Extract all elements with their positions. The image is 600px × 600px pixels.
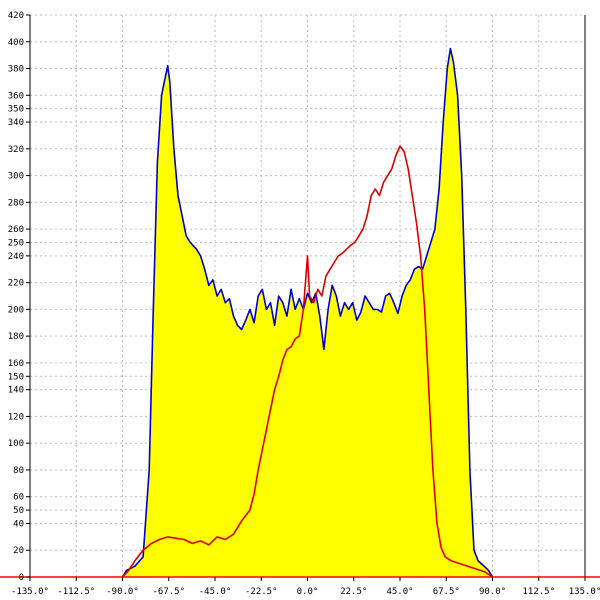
x-tick-label: -90.0° [106, 587, 139, 597]
y-tick-label: 120 [8, 412, 24, 422]
x-tick-label: 112.5° [522, 587, 555, 597]
y-tick-label: 40 [13, 519, 24, 529]
x-tick-label: -112.5° [57, 587, 95, 597]
chart-axes [0, 14, 600, 581]
x-tick-label: 0.0° [297, 587, 319, 597]
y-tick-label: 60 [13, 493, 24, 503]
x-tick-label: 45.0° [386, 587, 413, 597]
y-tick-label: 250 [8, 238, 24, 248]
y-tick-label: 260 [8, 225, 24, 235]
y-tick-label: 340 [8, 118, 24, 128]
x-tick-label: -135.0° [11, 587, 49, 597]
y-tick-label: 160 [8, 359, 24, 369]
y-tick-label: 200 [8, 305, 24, 315]
y-tick-label: 180 [8, 332, 24, 342]
y-tick-label: 300 [8, 172, 24, 182]
x-tick-label: 22.5° [340, 587, 367, 597]
y-tick-label: 100 [8, 439, 24, 449]
x-tick-label: -22.5° [245, 587, 278, 597]
y-tick-label: 420 [8, 11, 24, 21]
y-tick-label: 400 [8, 38, 24, 48]
x-tick-label: 67.5° [433, 587, 460, 597]
chart-lines [121, 47, 494, 578]
y-tick-label: 360 [8, 91, 24, 101]
series-0-line [121, 47, 494, 578]
x-tick-label: -67.5° [152, 587, 185, 597]
series-1-line [121, 145, 493, 578]
chart-tick-labels: -135.0° -112.5° -90.0° -67.5° -45.0° -22.5° 0.… [8, 11, 600, 597]
y-tick-label: 80 [13, 466, 24, 476]
x-tick-label: 90.0° [479, 587, 506, 597]
y-tick-label: 350 [8, 105, 24, 115]
y-tick-label: 380 [8, 65, 24, 75]
y-tick-label: 0 [19, 573, 24, 583]
y-tick-label: 280 [8, 198, 24, 208]
x-tick-label: 135.0° [569, 587, 600, 597]
y-tick-label: 240 [8, 252, 24, 262]
y-tick-label: 20 [13, 546, 24, 556]
y-tick-label: 140 [8, 386, 24, 396]
y-tick-label: 150 [8, 372, 24, 382]
series-0-area [122, 48, 493, 577]
x-tick-label: -45.0° [199, 587, 232, 597]
y-tick-label: 50 [13, 506, 24, 516]
chart-areas [122, 48, 493, 577]
y-tick-label: 220 [8, 279, 24, 289]
y-tick-label: 320 [8, 145, 24, 155]
